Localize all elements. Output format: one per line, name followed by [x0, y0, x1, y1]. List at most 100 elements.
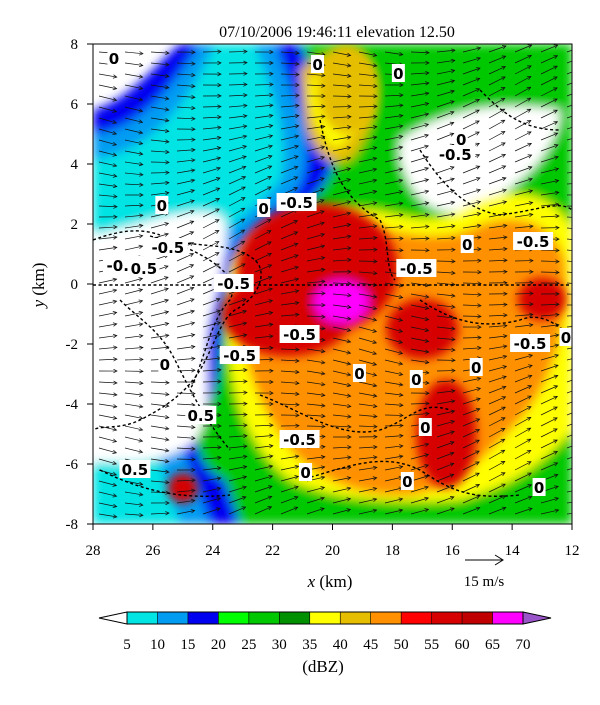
wind-vector-head [217, 93, 222, 99]
contour-labels: 0 0 00-0.50 0 -0.5-0.5-0.50.5-0.5-0.50 -0.5-0… [102, 49, 572, 497]
wind-vector [228, 263, 246, 273]
y-axis-symbol: y [29, 299, 48, 309]
contour-label-text: 0 [534, 479, 544, 497]
wind-vector-head [554, 190, 560, 195]
wind-vector-head [477, 335, 482, 340]
wind-vector [176, 310, 195, 317]
wind-vector [306, 359, 325, 364]
wind-vector-head [269, 82, 274, 87]
wind-vector-head [424, 155, 429, 160]
wind-vector [150, 346, 169, 350]
wind-vector-head [268, 474, 274, 480]
wind-vector [306, 51, 325, 55]
wind-vector [488, 76, 506, 86]
wind-vector-head [267, 165, 273, 170]
wind-vector-head [373, 414, 378, 419]
wind-vector-head [295, 347, 300, 352]
wind-vector [384, 226, 403, 229]
wind-vector-head [450, 409, 456, 414]
wind-vector-head [477, 235, 482, 240]
wind-vector-head [581, 303, 585, 307]
wind-vector [228, 166, 246, 174]
wind-vector [228, 476, 247, 482]
wind-vector [306, 146, 325, 152]
wind-vector-head [398, 167, 404, 172]
contour-label-box [418, 418, 432, 436]
wind-vector [306, 507, 325, 515]
wind-vector-head [267, 495, 273, 500]
wind-vector [150, 469, 169, 473]
wind-vector-head [451, 326, 456, 331]
wind-vector [254, 230, 272, 240]
wind-vector-head [372, 486, 378, 492]
wind-vector [124, 403, 143, 408]
wind-vector-head [451, 347, 456, 352]
wind-vector-head [138, 438, 144, 443]
wind-vector-head [503, 269, 508, 274]
wind-vector [332, 116, 351, 119]
reflectivity-cell [317, 44, 378, 134]
wind-vector-head [580, 441, 584, 444]
wind-vector [332, 326, 351, 331]
wind-vector-head [191, 457, 196, 462]
wind-vector-head [294, 124, 300, 129]
wind-vector-head [475, 142, 480, 147]
wind-vector-head [581, 227, 585, 231]
wind-vector-head [581, 158, 585, 162]
wind-vector-head [475, 177, 481, 182]
wind-vector [150, 222, 169, 229]
wind-vector [514, 108, 531, 119]
wind-vector [98, 312, 117, 317]
wind-vector-head [450, 89, 455, 94]
wind-vector-head [164, 191, 170, 196]
contour-label: -0.5 [276, 193, 317, 212]
wind-vector-head [477, 314, 482, 319]
wind-vector-head [320, 155, 326, 161]
wind-vector [202, 219, 220, 229]
wind-vector-head [241, 263, 246, 268]
wind-vector [202, 116, 221, 119]
wind-vector-head [372, 339, 378, 345]
wind-vector [254, 165, 272, 174]
wind-vector [124, 335, 143, 339]
wind-vector [332, 467, 351, 471]
wind-vector-head [295, 72, 300, 77]
wind-vector [462, 120, 480, 130]
wind-vector [306, 403, 325, 407]
wind-vector [332, 337, 351, 343]
wind-vector [150, 150, 169, 153]
wind-vector-head [346, 476, 352, 481]
wind-vector [514, 354, 533, 361]
wind-vector-head [502, 200, 508, 205]
wind-vector [124, 414, 143, 419]
colorbar-tick-label: 5 [123, 637, 131, 653]
wind-vector [306, 269, 325, 273]
wind-vector [150, 436, 169, 441]
wind-vector [124, 183, 143, 186]
wind-vector-head [528, 354, 534, 359]
wind-vector [384, 445, 403, 449]
wind-vector-head [191, 446, 196, 451]
wind-vector [332, 136, 351, 141]
wind-vector [514, 472, 532, 482]
wind-vector-head [450, 399, 456, 404]
wind-vector-head [424, 463, 430, 469]
wind-vector-head [476, 397, 481, 402]
wind-vector-head [164, 85, 170, 90]
wind-vector [384, 168, 403, 174]
wind-vector [150, 276, 169, 284]
wind-vector [254, 424, 273, 427]
wind-vector [254, 475, 273, 482]
wind-vector-head [451, 224, 456, 229]
contour-label-text: 0 [561, 329, 571, 347]
wind-vector [566, 401, 572, 405]
wind-vector-head [425, 248, 430, 253]
wind-vector-head [113, 194, 118, 199]
wind-vector [280, 220, 298, 229]
wind-vector-head [242, 114, 248, 119]
wind-vector-head [294, 289, 300, 294]
wind-vector-head [502, 334, 508, 339]
wind-vector-head [476, 56, 482, 61]
wind-vector [384, 304, 403, 310]
wind-vector [514, 166, 533, 174]
